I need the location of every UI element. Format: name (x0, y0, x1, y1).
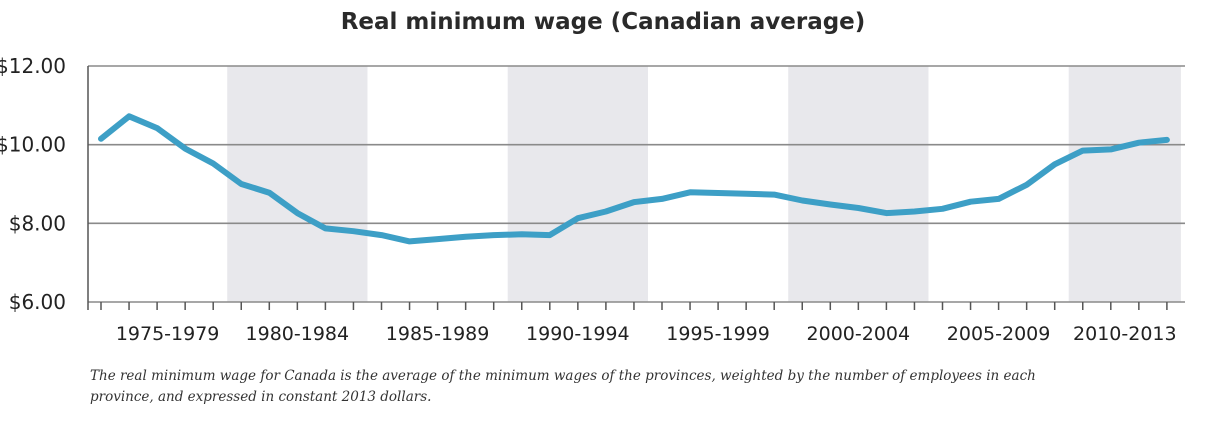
x-period-label: 2010-2013 (1073, 323, 1177, 345)
x-axis (87, 66, 1168, 310)
x-axis-period-labels: 1975-1979 1980-1984 1985-1989 1990-1994 1995… (116, 323, 1177, 345)
gridlines (88, 65, 1185, 303)
y-tick-label: $10.00 (0, 133, 66, 157)
y-tick-label: $6.00 (9, 290, 66, 314)
x-period-label: 1980-1984 (246, 323, 350, 345)
x-period-label: 1975-1979 (116, 323, 220, 345)
y-axis-ticks: $12.00 $10.00 $8.00 $6.00 (0, 54, 66, 314)
y-tick-label: $12.00 (0, 54, 66, 78)
period-band-1990-1994 (507, 66, 648, 302)
period-band-2010-2013 (1068, 66, 1181, 302)
x-period-label: 1995-1999 (666, 323, 770, 345)
chart-title: Real minimum wage (Canadian average) (341, 9, 866, 35)
x-period-label: 2005-2009 (947, 323, 1051, 345)
series-group (98, 113, 1170, 245)
x-period-label: 2000-2004 (807, 323, 911, 345)
period-band-2000-2004 (788, 66, 929, 302)
period-bands (227, 66, 1181, 302)
x-period-label: 1990-1994 (526, 323, 630, 345)
x-period-label: 1985-1989 (386, 323, 490, 345)
chart-caption: The real minimum wage for Canada is the … (90, 368, 1036, 405)
y-tick-label: $8.00 (9, 211, 66, 235)
chart: Real minimum wage (Canadian average) $12… (0, 9, 1185, 345)
